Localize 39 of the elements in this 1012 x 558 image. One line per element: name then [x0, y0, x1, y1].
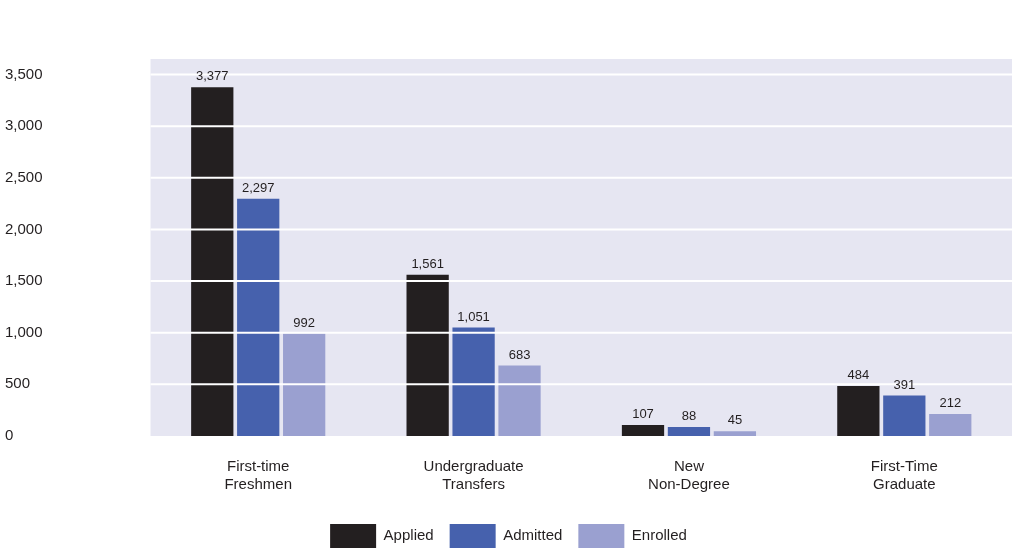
bar	[621, 424, 665, 436]
data-label: 391	[893, 376, 916, 392]
x-tick-label: Undergraduate Transfers	[423, 457, 524, 493]
bar	[498, 365, 541, 436]
y-tick-label: 500	[5, 374, 31, 392]
data-label: 45	[727, 412, 743, 428]
bar	[837, 386, 880, 436]
x-tick-label: First-Time Graduate	[870, 457, 938, 493]
legend-label: Admitted	[503, 526, 563, 544]
y-tick-label: 2,500	[5, 167, 43, 185]
y-tick-label: 3,000	[5, 116, 43, 134]
data-label: 1,561	[411, 255, 444, 271]
data-label: 683	[508, 346, 531, 362]
y-tick-label: 2,000	[5, 219, 43, 237]
bar	[883, 395, 926, 436]
data-label: 1,051	[457, 308, 490, 324]
bar	[929, 414, 972, 436]
data-label: 212	[939, 395, 962, 411]
bar	[667, 426, 711, 436]
y-tick-label: 1,500	[5, 271, 43, 289]
bar	[283, 333, 326, 436]
data-label: 484	[847, 367, 870, 383]
bar	[452, 327, 495, 436]
bar	[237, 198, 280, 436]
bar	[406, 274, 449, 436]
data-label: 2,297	[241, 179, 275, 195]
y-tick-label: 1,000	[5, 322, 43, 340]
bar	[191, 87, 234, 436]
legend-label: Applied	[383, 526, 434, 544]
data-label: 992	[293, 314, 316, 330]
x-tick-label: First-time Freshmen	[224, 457, 292, 493]
data-label: 107	[632, 406, 654, 422]
data-label: 88	[681, 407, 697, 423]
y-tick-label: 3,500	[5, 64, 43, 82]
x-tick-label: New Non-Degree	[648, 457, 730, 493]
y-tick-label: 0	[5, 426, 14, 444]
legend-label: Enrolled	[631, 526, 687, 544]
bar	[713, 431, 757, 436]
data-label: 3,377	[196, 68, 229, 84]
